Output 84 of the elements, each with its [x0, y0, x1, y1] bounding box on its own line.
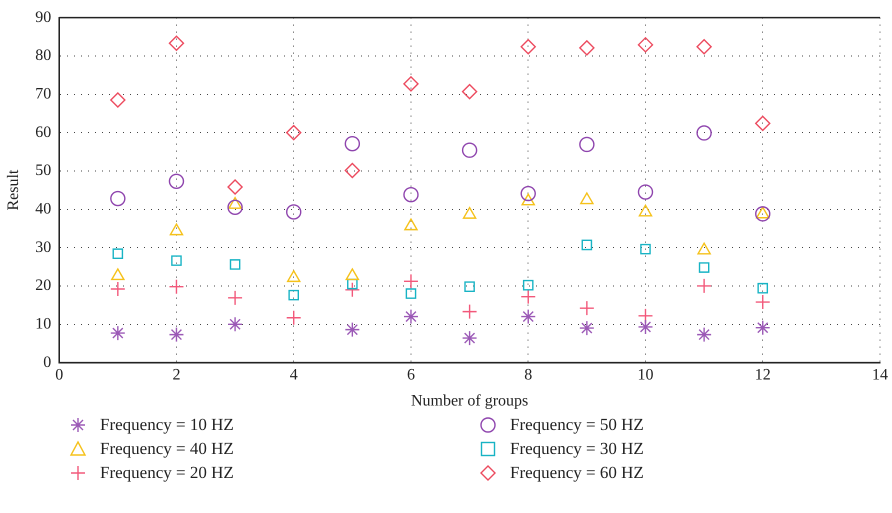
y-tick-label: 30 [35, 238, 52, 256]
point [112, 248, 124, 260]
point [696, 39, 712, 54]
y-tick-label: 60 [35, 124, 52, 141]
point [168, 174, 184, 189]
point [168, 326, 184, 342]
point [757, 282, 768, 294]
point [638, 184, 654, 200]
point [110, 190, 126, 206]
point [227, 290, 243, 306]
legend-label: Frequency = 60 HZ [510, 463, 644, 483]
point [286, 204, 302, 220]
x-axis-title: Number of groups [410, 392, 528, 410]
point [344, 136, 360, 152]
x-tick-label: 14 [872, 366, 888, 384]
point [286, 124, 302, 140]
point [168, 36, 184, 51]
point [520, 288, 536, 304]
y-tick-label: 80 [35, 47, 52, 64]
point [755, 206, 770, 222]
point [344, 282, 360, 298]
point [227, 179, 243, 195]
point [462, 330, 478, 346]
point [110, 325, 126, 341]
legend-label: Frequency = 40 HZ [100, 439, 234, 459]
point [755, 320, 770, 336]
point [403, 274, 419, 290]
point [579, 300, 595, 316]
legend-label: Frequency = 10 HZ [100, 415, 234, 435]
point [403, 187, 419, 202]
point [288, 290, 300, 300]
y-tick-label: 70 [35, 85, 52, 102]
y-tick-label: 10 [35, 315, 52, 332]
point [696, 125, 712, 141]
point [344, 162, 360, 178]
point [638, 37, 654, 53]
point [464, 281, 475, 292]
point [403, 76, 419, 92]
y-tick-label: 50 [35, 162, 52, 180]
point [168, 279, 184, 294]
point [520, 308, 536, 324]
point [406, 288, 416, 299]
point [696, 326, 712, 342]
point [227, 200, 243, 216]
x-tick-label: 6 [406, 366, 415, 384]
point [579, 40, 595, 56]
point [638, 319, 654, 335]
point [522, 280, 534, 290]
point [579, 320, 595, 336]
point [696, 278, 712, 294]
x-tick-label: 0 [55, 366, 64, 384]
point [755, 116, 770, 132]
legend-label: Frequency = 50 HZ [510, 415, 644, 435]
point [344, 322, 360, 338]
point [110, 92, 126, 108]
point [403, 308, 419, 324]
y-tick-label: 90 [35, 8, 52, 26]
x-tick-label: 2 [172, 366, 180, 384]
point [110, 281, 126, 297]
point [347, 278, 358, 290]
legend-label: Frequency = 20 HZ [100, 463, 234, 483]
point [520, 186, 536, 202]
x-tick-label: 4 [290, 366, 298, 384]
point [230, 259, 240, 270]
y-tick-label: 20 [35, 277, 52, 294]
point [171, 255, 182, 266]
point [462, 142, 478, 158]
point [582, 240, 592, 250]
point [755, 294, 770, 310]
x-tick-label: 12 [754, 366, 771, 384]
point [579, 136, 595, 152]
y-axis-title: Result [4, 169, 22, 211]
y-tick-label: 40 [35, 200, 52, 218]
point [698, 262, 710, 273]
x-tick-label: 8 [524, 366, 532, 384]
y-tick-label: 0 [43, 354, 52, 371]
point [227, 316, 243, 332]
legend-label: Frequency = 30 HZ [510, 439, 644, 459]
point [640, 244, 651, 254]
point [286, 310, 302, 326]
x-tick-label: 10 [637, 366, 654, 384]
point [520, 39, 536, 54]
point [462, 304, 478, 320]
point [462, 84, 478, 100]
